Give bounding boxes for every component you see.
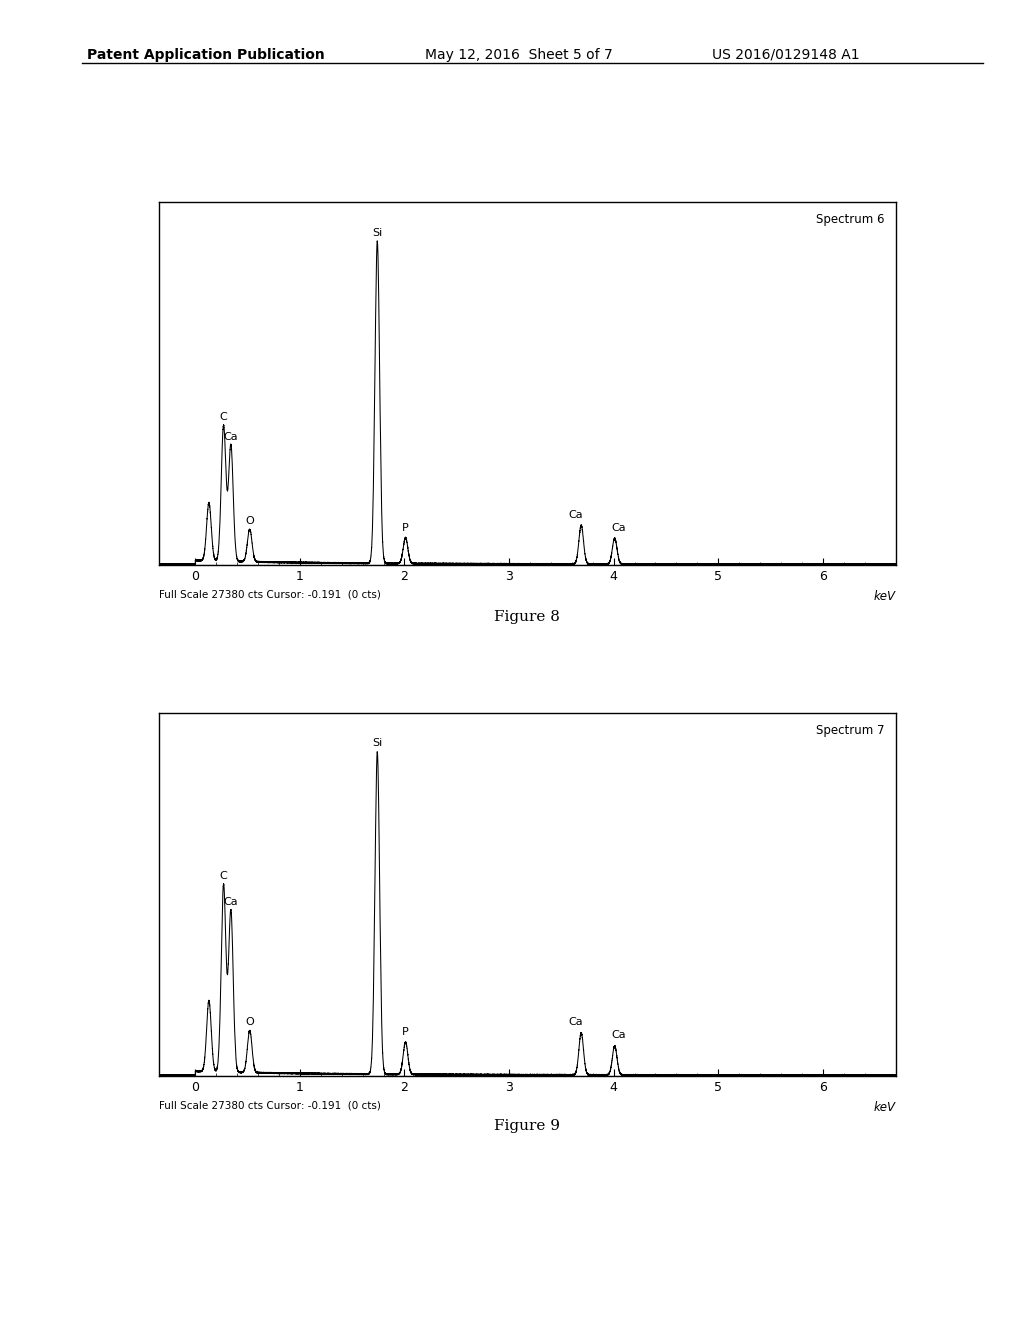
Text: O: O <box>246 516 254 527</box>
Text: Ca: Ca <box>223 898 239 907</box>
Text: Full Scale 27380 cts Cursor: -0.191  (0 cts): Full Scale 27380 cts Cursor: -0.191 (0 c… <box>159 590 381 601</box>
Text: Figure 9: Figure 9 <box>495 1119 560 1134</box>
Text: O: O <box>246 1018 254 1027</box>
Text: Ca: Ca <box>223 432 239 442</box>
Text: C: C <box>220 412 227 422</box>
Text: Ca: Ca <box>568 510 584 520</box>
Text: keV: keV <box>874 1101 896 1114</box>
Text: Spectrum 6: Spectrum 6 <box>816 213 885 226</box>
Text: May 12, 2016  Sheet 5 of 7: May 12, 2016 Sheet 5 of 7 <box>425 48 612 62</box>
Text: Patent Application Publication: Patent Application Publication <box>87 48 325 62</box>
Text: Si: Si <box>372 227 382 238</box>
Text: Si: Si <box>372 738 382 748</box>
Text: Ca: Ca <box>611 1030 627 1040</box>
Text: P: P <box>402 1027 409 1038</box>
Text: Spectrum 7: Spectrum 7 <box>816 723 885 737</box>
Text: US 2016/0129148 A1: US 2016/0129148 A1 <box>712 48 859 62</box>
Text: Full Scale 27380 cts Cursor: -0.191  (0 cts): Full Scale 27380 cts Cursor: -0.191 (0 c… <box>159 1101 381 1111</box>
Text: Figure 8: Figure 8 <box>495 610 560 624</box>
Text: C: C <box>220 871 227 882</box>
Text: Ca: Ca <box>568 1018 584 1027</box>
Text: keV: keV <box>874 590 896 603</box>
Text: Ca: Ca <box>611 523 627 532</box>
Text: P: P <box>402 523 409 532</box>
